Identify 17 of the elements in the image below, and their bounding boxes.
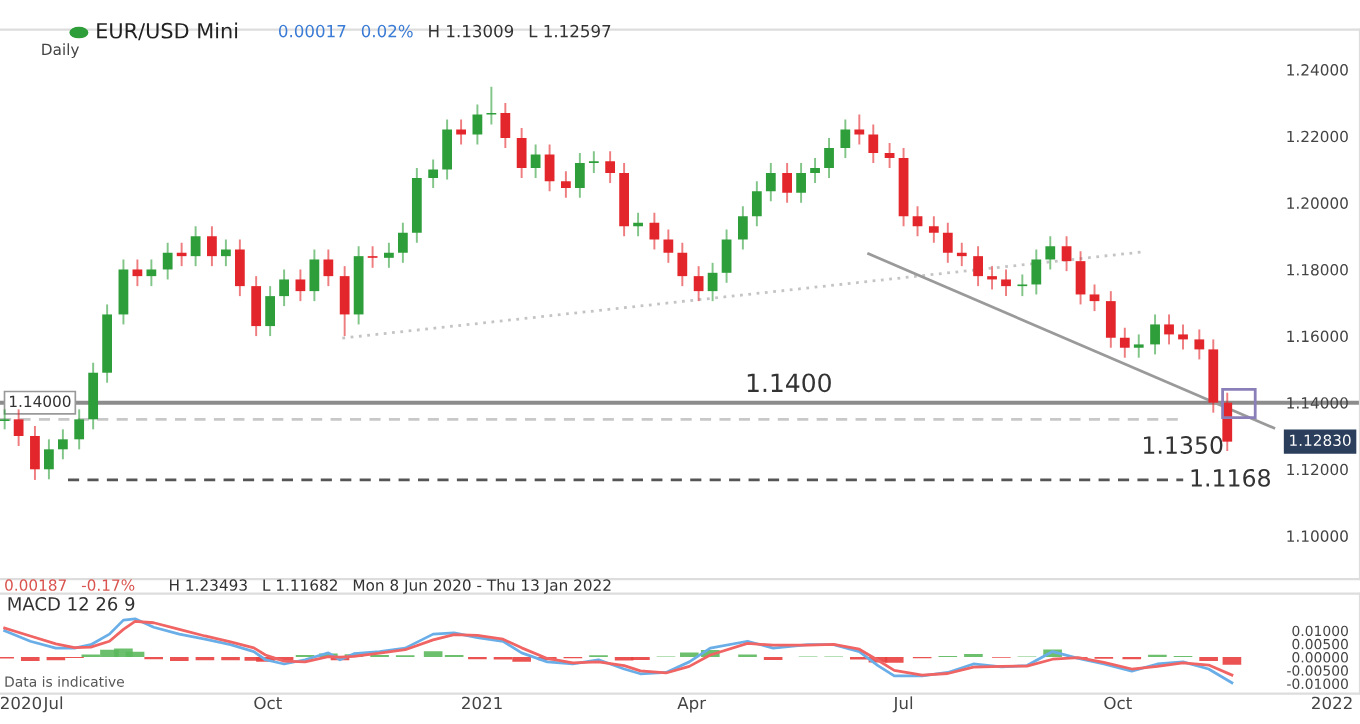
x-tick-label: Jul [892,696,913,713]
annotation: 0.02% [361,24,413,38]
annotation: L 1.12597 [529,24,611,38]
ref-line-label: 1.1400 [747,373,831,393]
ref-line-label: 1.1168 [1191,468,1270,487]
x-tick-label: Apr [677,696,707,713]
annotation: 0.00017 [278,24,346,38]
x-tick-label: 2021 [462,696,502,710]
x-tick-label: Oct [1104,696,1132,710]
ref-line-label: 1.1350 [1143,436,1223,454]
chart-title: EUR/USD Mini [97,22,238,41]
x-tick-label: 2022 [1312,696,1352,710]
chart-title: MACD 12 26 9 [8,597,135,611]
x-tick-label: Jul [42,696,63,713]
x-tick-label: Oct [254,696,282,710]
annotation: H 1.13009 [429,24,514,38]
x-tick-label: 2020 [0,696,42,710]
